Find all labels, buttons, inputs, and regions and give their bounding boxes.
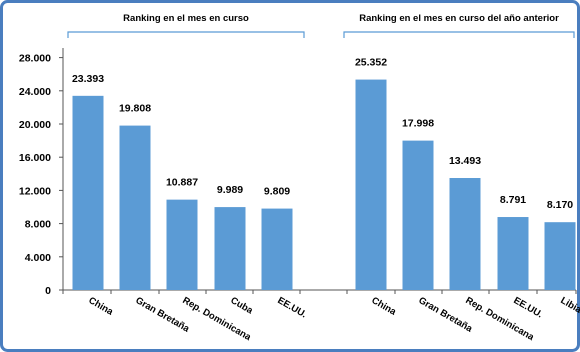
y-tick-label: 0 [45, 285, 51, 297]
y-tick-label: 24.000 [19, 86, 51, 98]
bar [544, 222, 576, 290]
data-label: 8.170 [547, 199, 573, 211]
group-bracket [67, 31, 305, 38]
bar [402, 140, 434, 290]
data-label: 9.989 [217, 184, 243, 196]
bar [497, 217, 529, 290]
group-label: Ranking en el mes en curso del año anter… [359, 13, 559, 24]
data-label: 10.887 [166, 177, 198, 189]
data-label: 9.809 [264, 186, 290, 198]
y-tick-label: 16.000 [19, 152, 51, 164]
bar [166, 199, 198, 290]
y-tick-label: 4.000 [25, 252, 51, 264]
data-label: 13.493 [449, 155, 481, 167]
bar [72, 95, 104, 290]
bar [355, 79, 387, 290]
bar [449, 178, 481, 290]
y-tick-label: 20.000 [19, 119, 51, 131]
bar [261, 208, 293, 290]
data-label: 23.393 [72, 73, 104, 85]
data-label: 17.998 [402, 118, 434, 130]
data-label: 19.808 [119, 103, 151, 115]
bar [214, 207, 246, 290]
y-tick-label: 12.000 [19, 185, 51, 197]
y-tick-label: 28.000 [19, 53, 51, 65]
bar [119, 125, 151, 290]
data-label: 8.791 [500, 194, 526, 206]
y-tick-label: 8.000 [25, 219, 51, 231]
group-label: Ranking en el mes en curso [123, 13, 249, 24]
group-bracket [343, 31, 575, 38]
data-label: 25.352 [355, 57, 387, 69]
